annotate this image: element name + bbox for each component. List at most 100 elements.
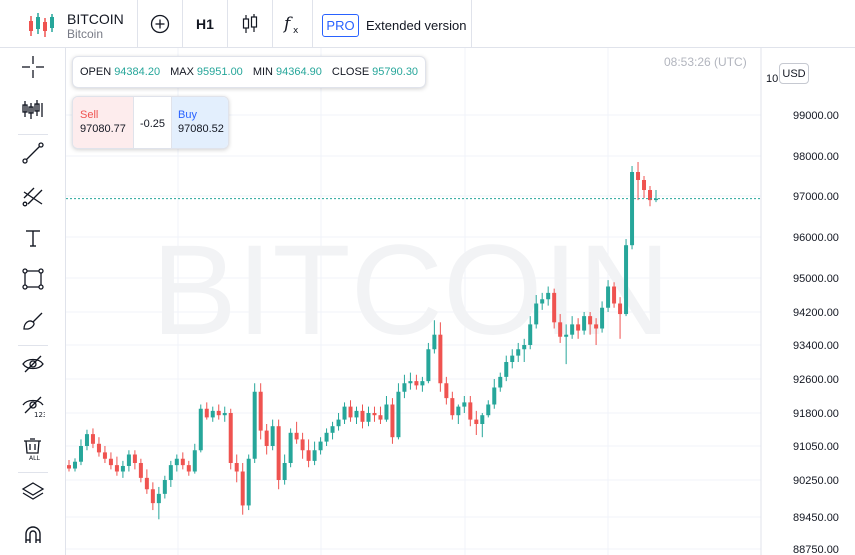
hide-drawings-icon <box>22 355 44 373</box>
candle <box>78 439 83 466</box>
candle <box>486 400 491 418</box>
candle-body <box>204 408 209 418</box>
close-item: CLOSE 95790.30 <box>332 66 418 78</box>
candle-body <box>78 446 83 462</box>
max-label: MAX <box>170 66 194 78</box>
min-value: 94364.90 <box>275 66 322 78</box>
candle-body <box>306 450 311 461</box>
candle <box>378 406 383 424</box>
max-value: 95951.00 <box>196 66 243 78</box>
candle-body <box>264 430 269 446</box>
candle-body <box>474 419 479 424</box>
candle <box>72 458 77 472</box>
magnet-icon <box>25 526 41 543</box>
candle <box>540 292 545 310</box>
candle-body <box>126 454 131 466</box>
candle <box>384 396 389 422</box>
fib-tool[interactable] <box>16 179 50 213</box>
candle <box>582 312 587 335</box>
sell-button[interactable]: Sell 97080.77 <box>73 97 133 148</box>
candle <box>186 460 191 476</box>
buy-price: 97080.52 <box>178 123 224 135</box>
candle <box>150 482 155 511</box>
candle <box>468 396 473 427</box>
hide-indicators-tool[interactable]: 123 <box>16 390 50 424</box>
candle-body <box>498 376 503 388</box>
candle <box>354 406 359 424</box>
candle <box>96 437 101 457</box>
candle <box>114 456 119 476</box>
candle <box>558 314 563 343</box>
rectangle-icon <box>22 268 44 290</box>
rectangle-tool[interactable] <box>16 262 50 296</box>
add-symbol-button[interactable] <box>138 0 183 48</box>
candle <box>498 372 503 392</box>
price-axis[interactable]: 99000.00 98000.00 97000.00 96000.00 95000.00… <box>766 73 839 555</box>
brush-tool[interactable] <box>16 304 50 338</box>
candle-body <box>336 419 341 427</box>
price-tick-label: 96000.00 <box>793 232 839 244</box>
extended-version-link[interactable]: Extended version <box>366 18 467 33</box>
candle-body <box>372 413 377 416</box>
candle-body <box>282 463 287 480</box>
candle <box>318 437 323 455</box>
candle <box>504 355 509 382</box>
candle <box>456 404 461 424</box>
buy-button[interactable]: Buy 97080.52 <box>172 97 228 148</box>
candle-body <box>258 391 263 431</box>
candle-body <box>462 402 467 407</box>
hide-drawings-tool[interactable] <box>16 347 50 381</box>
sell-price: 97080.77 <box>80 123 126 135</box>
candle <box>264 424 269 455</box>
price-chart[interactable]: BITCOIN 99000.00 98000.00 97000.00 96000.00… <box>66 48 855 555</box>
candle-body <box>606 286 611 308</box>
candle <box>108 452 113 470</box>
candle-body <box>630 172 635 246</box>
min-label: MIN <box>252 66 273 78</box>
ohlc-legend: OPEN 94384.20 MAX 95951.00 MIN 94364.90 CLO… <box>72 56 427 88</box>
candle-body <box>246 458 251 506</box>
candle <box>534 295 539 329</box>
trend-line-tool[interactable] <box>16 136 50 170</box>
chart-type-button[interactable] <box>228 0 273 48</box>
utc-clock: 08:53:26 (UTC) <box>664 55 747 69</box>
crosshair-tool[interactable] <box>16 50 50 84</box>
price-tick-label: 92600.00 <box>793 374 839 386</box>
candle <box>594 318 599 345</box>
interval-button[interactable]: H1 <box>183 0 228 48</box>
candle-body <box>648 190 653 201</box>
candle <box>492 379 497 409</box>
symbol-header[interactable]: BITCOIN Bitcoin <box>0 0 138 48</box>
candle <box>288 428 293 468</box>
candle <box>600 301 605 333</box>
candle <box>432 320 437 354</box>
pro-badge[interactable]: PRO <box>322 14 359 37</box>
candle <box>390 398 395 444</box>
candle-body <box>138 463 143 478</box>
candle-body <box>294 432 299 440</box>
candle-body <box>624 245 629 315</box>
indicators-tool[interactable] <box>16 92 50 126</box>
price-tick-label: 97000.00 <box>793 191 839 203</box>
candle-body <box>96 443 101 453</box>
candle <box>576 318 581 339</box>
magnet-tool[interactable] <box>16 518 50 552</box>
trade-widget: Sell 97080.77 -0.25 Buy 97080.52 <box>72 96 229 149</box>
candle <box>120 460 125 478</box>
svg-text:ALL: ALL <box>29 455 40 461</box>
currency-button[interactable]: USD <box>779 63 809 84</box>
candle <box>462 396 467 413</box>
candle-body <box>642 180 647 190</box>
plus-circle-icon <box>150 14 170 34</box>
layers-tool[interactable] <box>16 475 50 509</box>
candle <box>252 383 257 463</box>
open-item: OPEN 94384.20 <box>80 66 160 78</box>
candle <box>438 322 443 392</box>
candle-body <box>174 458 179 466</box>
candle-body <box>354 410 359 418</box>
remove-all-tool[interactable]: ALL <box>16 432 50 466</box>
candle <box>300 432 305 459</box>
text-tool[interactable] <box>16 221 50 255</box>
